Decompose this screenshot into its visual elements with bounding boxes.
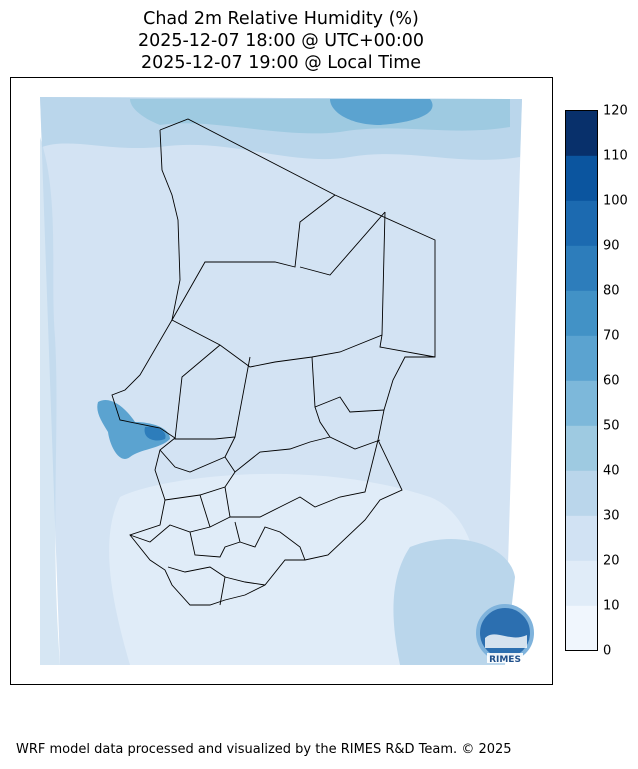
humidity-map: RIMES bbox=[10, 77, 553, 685]
colorbar-segment bbox=[565, 155, 598, 201]
footer-credit: WRF model data processed and visualized … bbox=[16, 742, 512, 757]
colorbar-segment bbox=[565, 605, 598, 651]
humidity-contour-20-30-south bbox=[109, 473, 480, 665]
colorbar-tick-label: 70 bbox=[603, 328, 620, 343]
humidity-contour-30-40-west bbox=[40, 137, 60, 665]
colorbar-segment bbox=[565, 110, 598, 156]
colorbar-tick-label: 90 bbox=[603, 238, 620, 253]
colorbar-tick-label: 40 bbox=[603, 463, 620, 478]
colorbar-tick-label: 50 bbox=[603, 418, 620, 433]
title-line-3: 2025-12-07 19:00 @ Local Time bbox=[140, 53, 422, 73]
colorbar-segment bbox=[565, 380, 598, 426]
colorbar-segment bbox=[565, 200, 598, 246]
colorbar-tick-label: 30 bbox=[603, 508, 620, 523]
svg-text:RIMES: RIMES bbox=[489, 655, 521, 665]
humidity-contour-lake-chad bbox=[97, 399, 170, 459]
title-line-1: Chad 2m Relative Humidity (%) bbox=[143, 9, 419, 29]
title-line-2: 2025-12-07 18:00 @ UTC+00:00 bbox=[137, 31, 425, 51]
colorbar bbox=[565, 110, 598, 651]
colorbar-tick-label: 100 bbox=[603, 193, 628, 208]
colorbar-segment bbox=[565, 335, 598, 381]
colorbar-segment bbox=[565, 425, 598, 471]
humidity-contour-60-70 bbox=[330, 99, 433, 125]
colorbar-segment bbox=[565, 245, 598, 291]
humidity-contour-lake-chad-core bbox=[144, 426, 166, 441]
rimes-logo: RIMES bbox=[476, 604, 534, 665]
colorbar-segment bbox=[565, 515, 598, 561]
colorbar-tick-label: 20 bbox=[603, 553, 620, 568]
colorbar-segment bbox=[565, 290, 598, 336]
colorbar-tick-label: 10 bbox=[603, 598, 620, 613]
colorbar-tick-label: 80 bbox=[603, 283, 620, 298]
colorbar-tick-label: 110 bbox=[603, 148, 628, 163]
colorbar-tick-label: 120 bbox=[603, 103, 628, 118]
colorbar-segment bbox=[565, 560, 598, 606]
country-borders bbox=[111, 118, 436, 606]
colorbar-tick-label: 0 bbox=[603, 643, 612, 658]
colorbar-tick-label: 60 bbox=[603, 373, 620, 388]
colorbar-segment bbox=[565, 470, 598, 516]
